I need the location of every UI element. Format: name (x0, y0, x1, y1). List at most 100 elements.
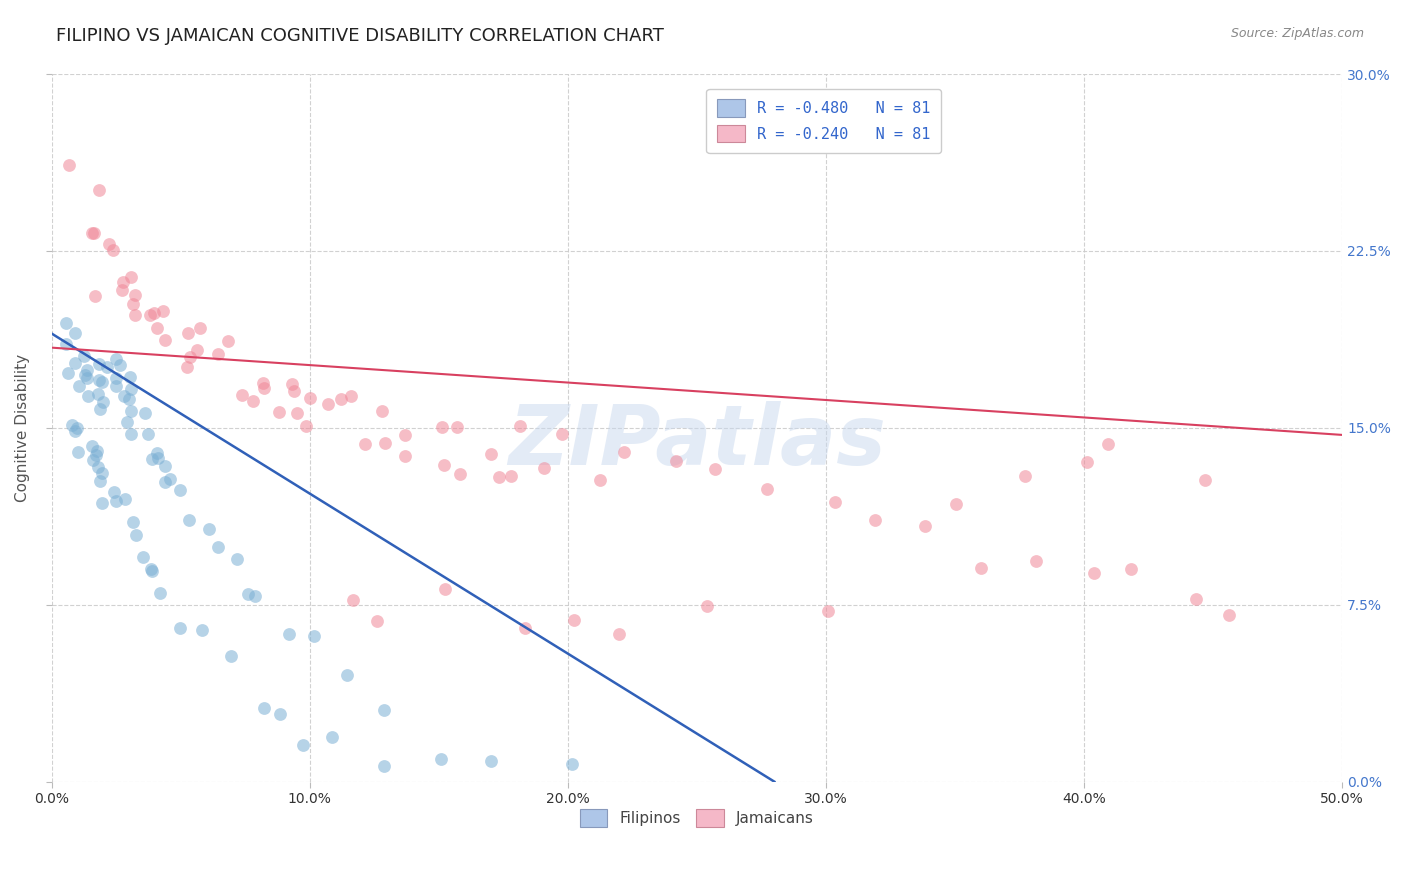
Point (169, 620, 191, 634)
Point (561, 757, 583, 772)
Point (366, 615, 388, 629)
Point (589, 473, 612, 487)
Point (914, 518, 936, 533)
Point (186, 343, 208, 358)
Point (479, 754, 502, 768)
Point (89, 373, 111, 387)
Point (103, 243, 125, 257)
Point (295, 418, 318, 433)
Point (108, 358, 131, 372)
Point (1194, 473, 1216, 487)
Point (177, 326, 200, 341)
Point (283, 384, 305, 398)
Point (149, 586, 172, 600)
Point (370, 403, 392, 417)
Point (120, 382, 142, 396)
Point (159, 472, 181, 486)
Point (533, 460, 555, 475)
Point (111, 283, 134, 297)
Point (433, 582, 456, 596)
Point (84, 448, 107, 462)
Point (394, 428, 416, 442)
Point (155, 459, 177, 474)
Point (1185, 592, 1208, 607)
Point (1025, 553, 1047, 567)
Point (118, 370, 141, 384)
Point (304, 629, 326, 643)
Point (207, 347, 229, 361)
Point (169, 483, 191, 498)
Text: Source: ZipAtlas.com: Source: ZipAtlas.com (1230, 27, 1364, 40)
Point (252, 376, 274, 391)
Point (82, 439, 104, 453)
Point (1121, 562, 1143, 576)
Point (755, 482, 778, 496)
Point (146, 446, 169, 460)
Point (179, 513, 201, 527)
Point (817, 604, 839, 618)
Point (696, 599, 718, 613)
Point (342, 593, 364, 607)
Point (373, 759, 395, 773)
Point (86, 459, 108, 474)
Point (321, 731, 343, 745)
Point (104, 378, 127, 392)
Point (198, 522, 221, 536)
Point (86, 387, 108, 401)
Point (179, 350, 201, 364)
Point (373, 703, 395, 717)
Point (146, 321, 169, 335)
Point (120, 426, 142, 441)
Point (219, 648, 242, 663)
Point (394, 449, 416, 463)
Point (141, 451, 163, 466)
Point (1097, 436, 1119, 450)
Point (136, 427, 159, 442)
Point (188, 320, 211, 334)
Point (104, 494, 127, 508)
Point (336, 668, 359, 682)
Point (238, 587, 260, 601)
Point (509, 419, 531, 434)
Point (98, 236, 121, 251)
Point (111, 275, 134, 289)
Point (353, 436, 375, 450)
Point (73, 368, 96, 382)
Point (58, 366, 80, 380)
Point (139, 561, 162, 575)
Point (90, 467, 112, 481)
Point (63, 326, 86, 341)
Point (87, 183, 110, 197)
Point (55, 316, 77, 330)
Point (242, 394, 264, 409)
Point (134, 406, 156, 420)
Point (945, 497, 967, 511)
Point (291, 738, 314, 752)
Point (77, 389, 100, 403)
Point (76, 363, 98, 377)
Point (446, 419, 468, 434)
Point (499, 469, 522, 483)
Point (1083, 566, 1105, 581)
Text: FILIPINO VS JAMAICAN COGNITIVE DISABILITY CORRELATION CHART: FILIPINO VS JAMAICAN COGNITIVE DISABILIT… (56, 27, 664, 45)
Point (84, 288, 107, 302)
Point (89, 402, 111, 417)
Point (449, 467, 471, 481)
Point (267, 404, 290, 418)
Point (120, 404, 142, 418)
Point (152, 304, 174, 318)
Point (141, 564, 163, 578)
Point (83, 226, 105, 240)
Point (550, 426, 572, 441)
Point (65, 355, 87, 369)
Point (217, 334, 239, 348)
Point (433, 458, 456, 472)
Point (82, 226, 104, 240)
Point (488, 470, 510, 484)
Point (124, 288, 146, 302)
Point (76, 371, 98, 385)
Point (132, 549, 155, 564)
Point (90, 375, 112, 389)
Point (122, 297, 145, 311)
Point (231, 387, 253, 401)
